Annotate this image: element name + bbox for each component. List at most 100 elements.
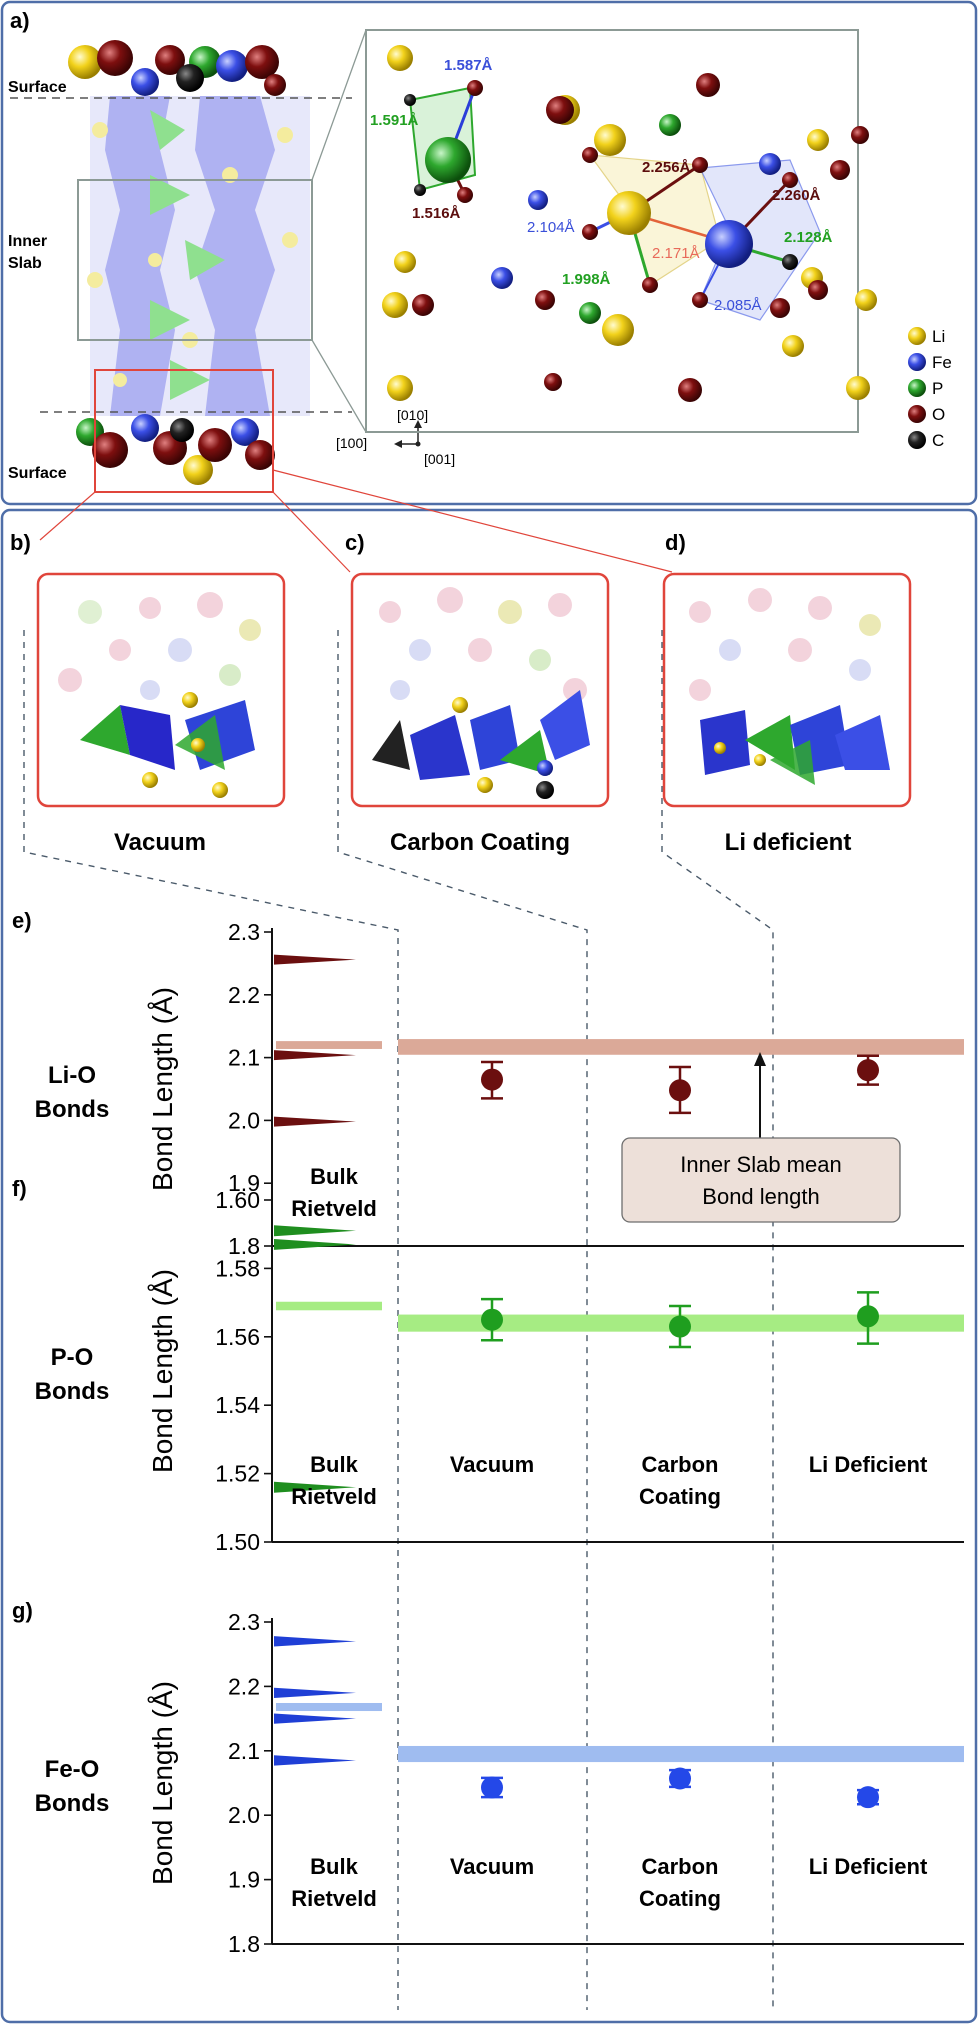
surface-box xyxy=(94,369,274,493)
panel-label-c: c) xyxy=(345,530,365,555)
zoom-line-bottom xyxy=(311,339,367,433)
bond-label-9: 1.998Å xyxy=(562,271,611,288)
bulk-mean-band xyxy=(276,1041,382,1049)
scenario-label-carbon-coating: Carbon Coating xyxy=(390,829,570,856)
bond-label-2: 1.591Å xyxy=(370,112,419,129)
divider-3 xyxy=(661,630,774,2010)
bulk-bond-peak xyxy=(274,1755,356,1766)
y-tick-label: 1.52 xyxy=(215,1461,260,1487)
bond-label-4: 2.256Å xyxy=(642,159,691,176)
data-point xyxy=(857,1786,879,1809)
data-point xyxy=(857,1059,879,1082)
bond-label-10: 2.085Å xyxy=(714,297,762,314)
bulk-bond-peak xyxy=(274,1225,356,1237)
y-axis-label: Bond Length (Å) xyxy=(147,1269,178,1473)
y-axis-label: Bond Length (Å) xyxy=(147,1681,178,1885)
panel-bg-frame xyxy=(0,508,978,2024)
y-tick-label: 2.2 xyxy=(228,1673,260,1699)
y-tick-label: 1.8 xyxy=(228,1233,260,1259)
data-point xyxy=(481,1776,503,1799)
li-deficient-structure-image xyxy=(662,572,912,808)
bond-label-5: 2.260Å xyxy=(772,187,821,204)
row-label: Fe-O xyxy=(45,1756,100,1783)
panel-label-b: b) xyxy=(10,530,31,555)
legend-swatch-c xyxy=(908,431,926,449)
panel-a-frame xyxy=(0,0,978,506)
y-tick-label: 1.8 xyxy=(228,1931,260,1957)
bond-label-6: 2.104Å xyxy=(527,219,575,236)
legend-p-label: P xyxy=(932,379,943,398)
bulk-bond-peak xyxy=(274,954,356,965)
data-point xyxy=(481,1308,503,1331)
panel-label: f) xyxy=(12,1176,27,1201)
panel-label: e) xyxy=(12,908,32,933)
axis-001-label: [001] xyxy=(424,451,455,467)
category-label: Coating xyxy=(639,1484,721,1509)
scenario-label-vacuum: Vacuum xyxy=(114,829,206,856)
scenario-label-li-deficient: Li deficient xyxy=(725,829,852,856)
bulk-bond-peak xyxy=(274,1636,356,1647)
legend-c-label: C xyxy=(932,431,944,450)
y-tick-label: 2.1 xyxy=(228,1045,260,1071)
surface-top-label: Surface xyxy=(8,79,67,96)
legend-o-label: O xyxy=(932,405,945,424)
axis-100-label: [100] xyxy=(336,435,367,451)
legend-swatch-fe xyxy=(908,353,926,371)
y-tick-label: 2.0 xyxy=(228,1802,260,1828)
bond-label-3: 1.516Å xyxy=(412,205,461,222)
inner-slab-mean-band xyxy=(398,1745,964,1763)
chart-fe-o: g) Fe-O Bonds Bond Length (Å) 1.8 1.9 2.0 2.1 2.… xyxy=(12,1598,964,1957)
legend-li-label: Li xyxy=(932,327,945,346)
chart-li-o: e) Li-O Bonds Bond Length (Å) 1.8 1.9 2.0 2.1 2.… xyxy=(12,908,964,1259)
bulk-bond-peak xyxy=(274,1116,356,1127)
divider-2 xyxy=(337,630,588,2010)
bulk-mean-band xyxy=(276,1702,382,1712)
bulk-bond-peak xyxy=(274,1238,356,1250)
data-point xyxy=(669,1315,691,1338)
carbon-coating-structure-image xyxy=(350,572,610,808)
axis-010-label: [010] xyxy=(397,407,428,423)
zoom-line-top xyxy=(311,29,367,181)
category-label: Carbon xyxy=(642,1452,719,1477)
y-tick-label: 1.56 xyxy=(215,1324,260,1350)
axes-triad xyxy=(394,420,422,448)
data-point xyxy=(481,1068,503,1091)
inner-slab-box xyxy=(77,179,313,341)
bulk-bond-peak xyxy=(274,1481,356,1493)
data-point xyxy=(857,1305,879,1328)
category-label: Vacuum xyxy=(450,1452,534,1477)
y-axis-label: Bond Length (Å) xyxy=(147,987,178,1191)
y-tick-label: 1.50 xyxy=(215,1529,260,1555)
vacuum-structure-image xyxy=(36,572,286,808)
panel-label-a: a) xyxy=(10,8,30,33)
y-tick-label: 2.2 xyxy=(228,982,260,1008)
chart-p-o: f) P-O Bonds Bond Length (Å) 1.50 1.52 1.54 1.5… xyxy=(12,1176,964,1555)
y-tick-label: 2.1 xyxy=(228,1738,260,1764)
connector-c xyxy=(272,491,351,573)
bond-label-7: 2.171Å xyxy=(652,245,700,262)
data-point xyxy=(669,1767,691,1790)
bulk-bond-peak xyxy=(274,1050,356,1061)
row-label: Bonds xyxy=(35,1790,110,1817)
panel-label: g) xyxy=(12,1598,33,1623)
inner-slab-note-line1: Inner Slab mean xyxy=(680,1152,841,1177)
y-tick-label: 1.54 xyxy=(215,1392,260,1418)
inner-slab-label-1: Inner xyxy=(8,233,47,250)
category-label: Li Deficient xyxy=(809,1854,928,1879)
divider-1 xyxy=(23,630,399,2010)
bulk-bond-peak xyxy=(274,1713,356,1724)
bulk-label: Bulk xyxy=(310,1452,358,1477)
y-tick-label: 2.3 xyxy=(228,919,260,945)
inner-slab-note-line2: Bond length xyxy=(702,1184,819,1209)
bulk-mean-band xyxy=(276,1301,382,1311)
category-label: Carbon xyxy=(642,1854,719,1879)
zoom-box xyxy=(365,29,859,433)
legend-swatch-o xyxy=(908,405,926,423)
bond-label-8: 2.128Å xyxy=(784,229,833,246)
row-label: Bonds xyxy=(35,1096,110,1123)
inner-slab-mean-band xyxy=(398,1039,964,1055)
surface-bottom-label: Surface xyxy=(8,465,67,482)
connector-d xyxy=(272,469,673,573)
category-label: Vacuum xyxy=(450,1854,534,1879)
y-tick-label: 1.9 xyxy=(228,1170,260,1196)
